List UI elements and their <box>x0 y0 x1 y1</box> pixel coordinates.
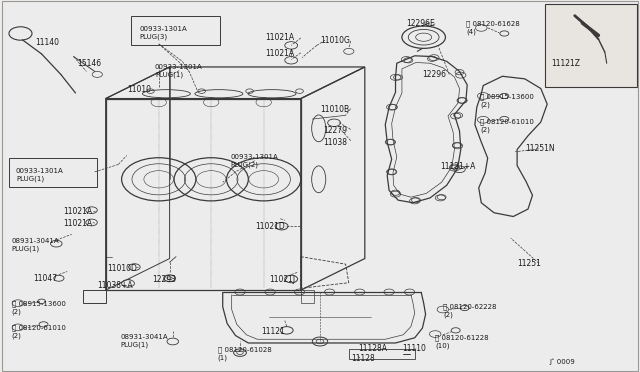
Text: 11121Z: 11121Z <box>552 59 580 68</box>
Text: Jˆ 0009: Jˆ 0009 <box>549 358 575 365</box>
Text: Ⓑ 08120-62228
(2): Ⓑ 08120-62228 (2) <box>443 303 497 318</box>
Text: 08931-3041A
PLUG(1): 08931-3041A PLUG(1) <box>120 334 168 349</box>
Text: 11010D: 11010D <box>108 264 138 273</box>
Text: 11010B: 11010B <box>320 105 349 114</box>
Text: 11128: 11128 <box>351 355 374 363</box>
Text: 11047: 11047 <box>33 274 58 283</box>
Text: 11021A: 11021A <box>266 33 295 42</box>
Text: 11038: 11038 <box>323 138 347 147</box>
Text: 11110: 11110 <box>402 344 426 353</box>
Text: Ⓑ 08120-61010
(2): Ⓑ 08120-61010 (2) <box>12 324 65 339</box>
Text: 11140: 11140 <box>35 38 60 47</box>
Text: 11010: 11010 <box>127 85 151 94</box>
Text: 11021D: 11021D <box>255 222 284 231</box>
Text: 12296E: 12296E <box>406 19 435 28</box>
Text: 11251N: 11251N <box>525 144 554 153</box>
Text: Ⓑ 08120-61228
(10): Ⓑ 08120-61228 (10) <box>435 334 489 349</box>
Text: 11021A: 11021A <box>266 49 295 58</box>
Text: 00933-1301A
PLUG(1): 00933-1301A PLUG(1) <box>16 168 64 182</box>
Text: 12296: 12296 <box>422 70 447 79</box>
Text: 11121: 11121 <box>261 327 285 336</box>
Text: 11021A: 11021A <box>63 219 92 228</box>
Text: Ⓑ 08120-61628
(4): Ⓑ 08120-61628 (4) <box>466 20 520 35</box>
Text: 15146: 15146 <box>77 59 101 68</box>
Text: 12293: 12293 <box>152 275 177 284</box>
Text: 11128A: 11128A <box>358 344 387 353</box>
Text: 11251: 11251 <box>517 259 541 268</box>
Text: Ⓑ 08120-61028
(1): Ⓑ 08120-61028 (1) <box>218 347 271 362</box>
Text: 11021J: 11021J <box>269 275 295 284</box>
Text: 12279: 12279 <box>323 126 347 135</box>
Text: Ⓝ 08915-13600
(2): Ⓝ 08915-13600 (2) <box>480 94 534 109</box>
Text: Ⓑ 08120-61010
(2): Ⓑ 08120-61010 (2) <box>480 118 534 133</box>
Text: 00933-1301A
PLUG(2): 00933-1301A PLUG(2) <box>230 154 278 168</box>
Text: 11038+A: 11038+A <box>97 281 133 290</box>
Text: 08931-3041A
PLUG(1): 08931-3041A PLUG(1) <box>12 238 59 252</box>
FancyBboxPatch shape <box>545 4 637 87</box>
Text: 11121+A: 11121+A <box>440 162 476 171</box>
Text: 00933-1301A
PLUG(3): 00933-1301A PLUG(3) <box>140 26 188 40</box>
Text: 11021A: 11021A <box>63 207 92 216</box>
Text: 11010G: 11010G <box>320 36 350 45</box>
Text: 00933-1301A
PLUG(1): 00933-1301A PLUG(1) <box>155 64 203 78</box>
Text: Ⓝ 08915-13600
(2): Ⓝ 08915-13600 (2) <box>12 301 65 315</box>
